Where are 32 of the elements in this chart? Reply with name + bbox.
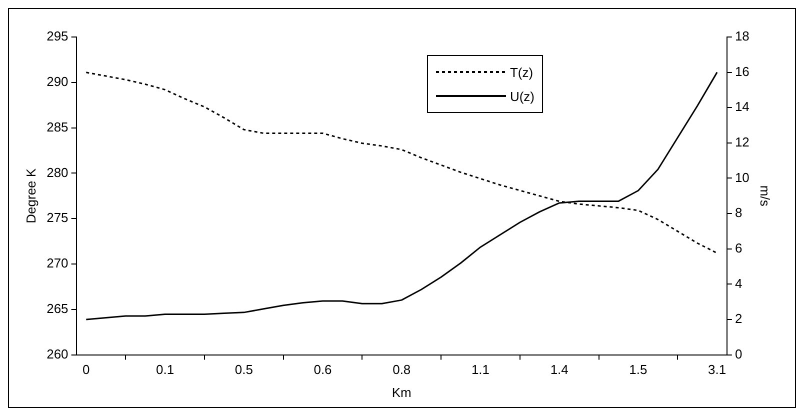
y2-tick-label: 18 [734,28,750,44]
legend-label: T(z) [510,64,534,80]
y-tick-label: 270 [46,256,68,271]
x-tick-label: 0 [82,362,90,378]
x-axis-title: Km [392,384,412,400]
x-tick-label: 0.6 [314,362,332,378]
y-tick-label: 260 [46,346,68,362]
x-tick-label: 1.5 [629,362,648,378]
y-tick-label: 280 [46,164,68,180]
y2-tick-label: 10 [734,170,750,185]
y-axis-title: Degree K [23,168,38,224]
y-tick-label: 275 [46,210,68,226]
y2-tick-label: 14 [734,99,750,114]
x-tick-label: 1.4 [550,362,568,378]
y2-tick-label: 4 [734,276,742,291]
y-tick-label: 290 [46,74,68,89]
x-tick-label: 0.1 [156,362,174,378]
x-tick-label: 0.5 [234,362,253,378]
y2-tick-label: 8 [734,205,742,220]
x-tick-label: 0.8 [392,362,411,378]
y-tick-label: 265 [46,300,68,316]
y2-axis-title: m/s [758,185,773,207]
y2-tick-label: 2 [734,311,742,326]
y2-tick-label: 16 [734,64,750,79]
x-tick-label: 3.1 [708,362,726,378]
y-tick-label: 285 [46,119,68,134]
y2-tick-label: 0 [734,346,742,362]
y2-tick-label: 6 [734,240,742,256]
x-tick-label: 1.1 [471,362,490,378]
legend-label: U(z) [510,88,534,104]
y2-tick-label: 12 [734,134,750,150]
y-tick-label: 295 [46,28,68,44]
